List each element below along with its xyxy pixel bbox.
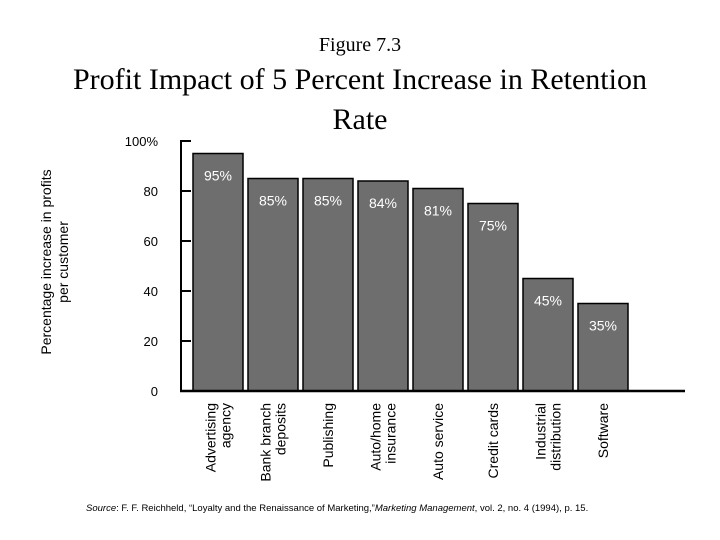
x-tick-label: Auto/homeinsurance bbox=[368, 403, 399, 471]
x-tick-label: Software bbox=[595, 403, 611, 458]
source-text: : F. F. Reichheld, “Loyalty and the Rena… bbox=[116, 503, 375, 514]
x-tick-label: Auto service bbox=[430, 403, 446, 480]
bar bbox=[302, 177, 354, 392]
bar bbox=[412, 187, 464, 392]
bar bbox=[192, 152, 244, 392]
y-tick-label: 60 bbox=[144, 234, 158, 249]
source-note: Source: F. F. Reichheld, “Loyalty and th… bbox=[86, 503, 706, 514]
bar-value-label: 84% bbox=[369, 195, 397, 211]
x-tick-label: Credit cards bbox=[485, 403, 501, 478]
y-axis: 0 20 40 60 80 100% bbox=[125, 134, 191, 399]
bar bbox=[247, 177, 299, 392]
y-tick-label: 40 bbox=[144, 284, 158, 299]
bar-value-label: 35% bbox=[589, 318, 617, 334]
x-tick-label: Bank branchdeposits bbox=[258, 403, 289, 482]
y-tick-label: 0 bbox=[151, 384, 158, 399]
x-tick-label: Industrialdistribution bbox=[533, 403, 564, 471]
bars: 95% 85% 85% 84% 81% 75% 45% 35% bbox=[192, 152, 629, 392]
x-axis: Advertisingagency Bank branchdeposits Publ… bbox=[180, 389, 685, 482]
bar-value-label: 81% bbox=[424, 203, 452, 219]
bar bbox=[357, 180, 409, 392]
bar-value-label: 45% bbox=[534, 293, 562, 309]
y-tick-label: 20 bbox=[144, 334, 158, 349]
y-tick-label: 80 bbox=[144, 184, 158, 199]
x-tick-label: Advertisingagency bbox=[203, 403, 234, 472]
y-axis-label: Percentage increase in profitsper custom… bbox=[38, 169, 71, 354]
source-prefix: Source bbox=[86, 503, 117, 514]
bar bbox=[467, 202, 519, 392]
bar bbox=[577, 302, 629, 392]
bar-value-label: 85% bbox=[259, 193, 287, 209]
bar-value-label: 85% bbox=[314, 193, 342, 209]
chart-title: Profit Impact of 5 Percent Increase in R… bbox=[73, 63, 647, 136]
bar bbox=[522, 277, 574, 392]
y-axis-title: Percentage increase in profitsper custom… bbox=[38, 169, 71, 354]
source-journal: Marketing Management bbox=[374, 503, 475, 514]
x-tick-label: Publishing bbox=[320, 403, 336, 468]
bar-chart: Percentage increase in profitsper custom… bbox=[38, 134, 685, 482]
bar-value-label: 95% bbox=[204, 168, 232, 184]
source-citation: , vol. 2, no. 4 (1994), p. 15. bbox=[474, 503, 589, 514]
bar-value-label: 75% bbox=[479, 218, 507, 234]
y-tick-label: 100% bbox=[125, 134, 159, 149]
figure-label: Figure 7.3 bbox=[318, 34, 402, 56]
